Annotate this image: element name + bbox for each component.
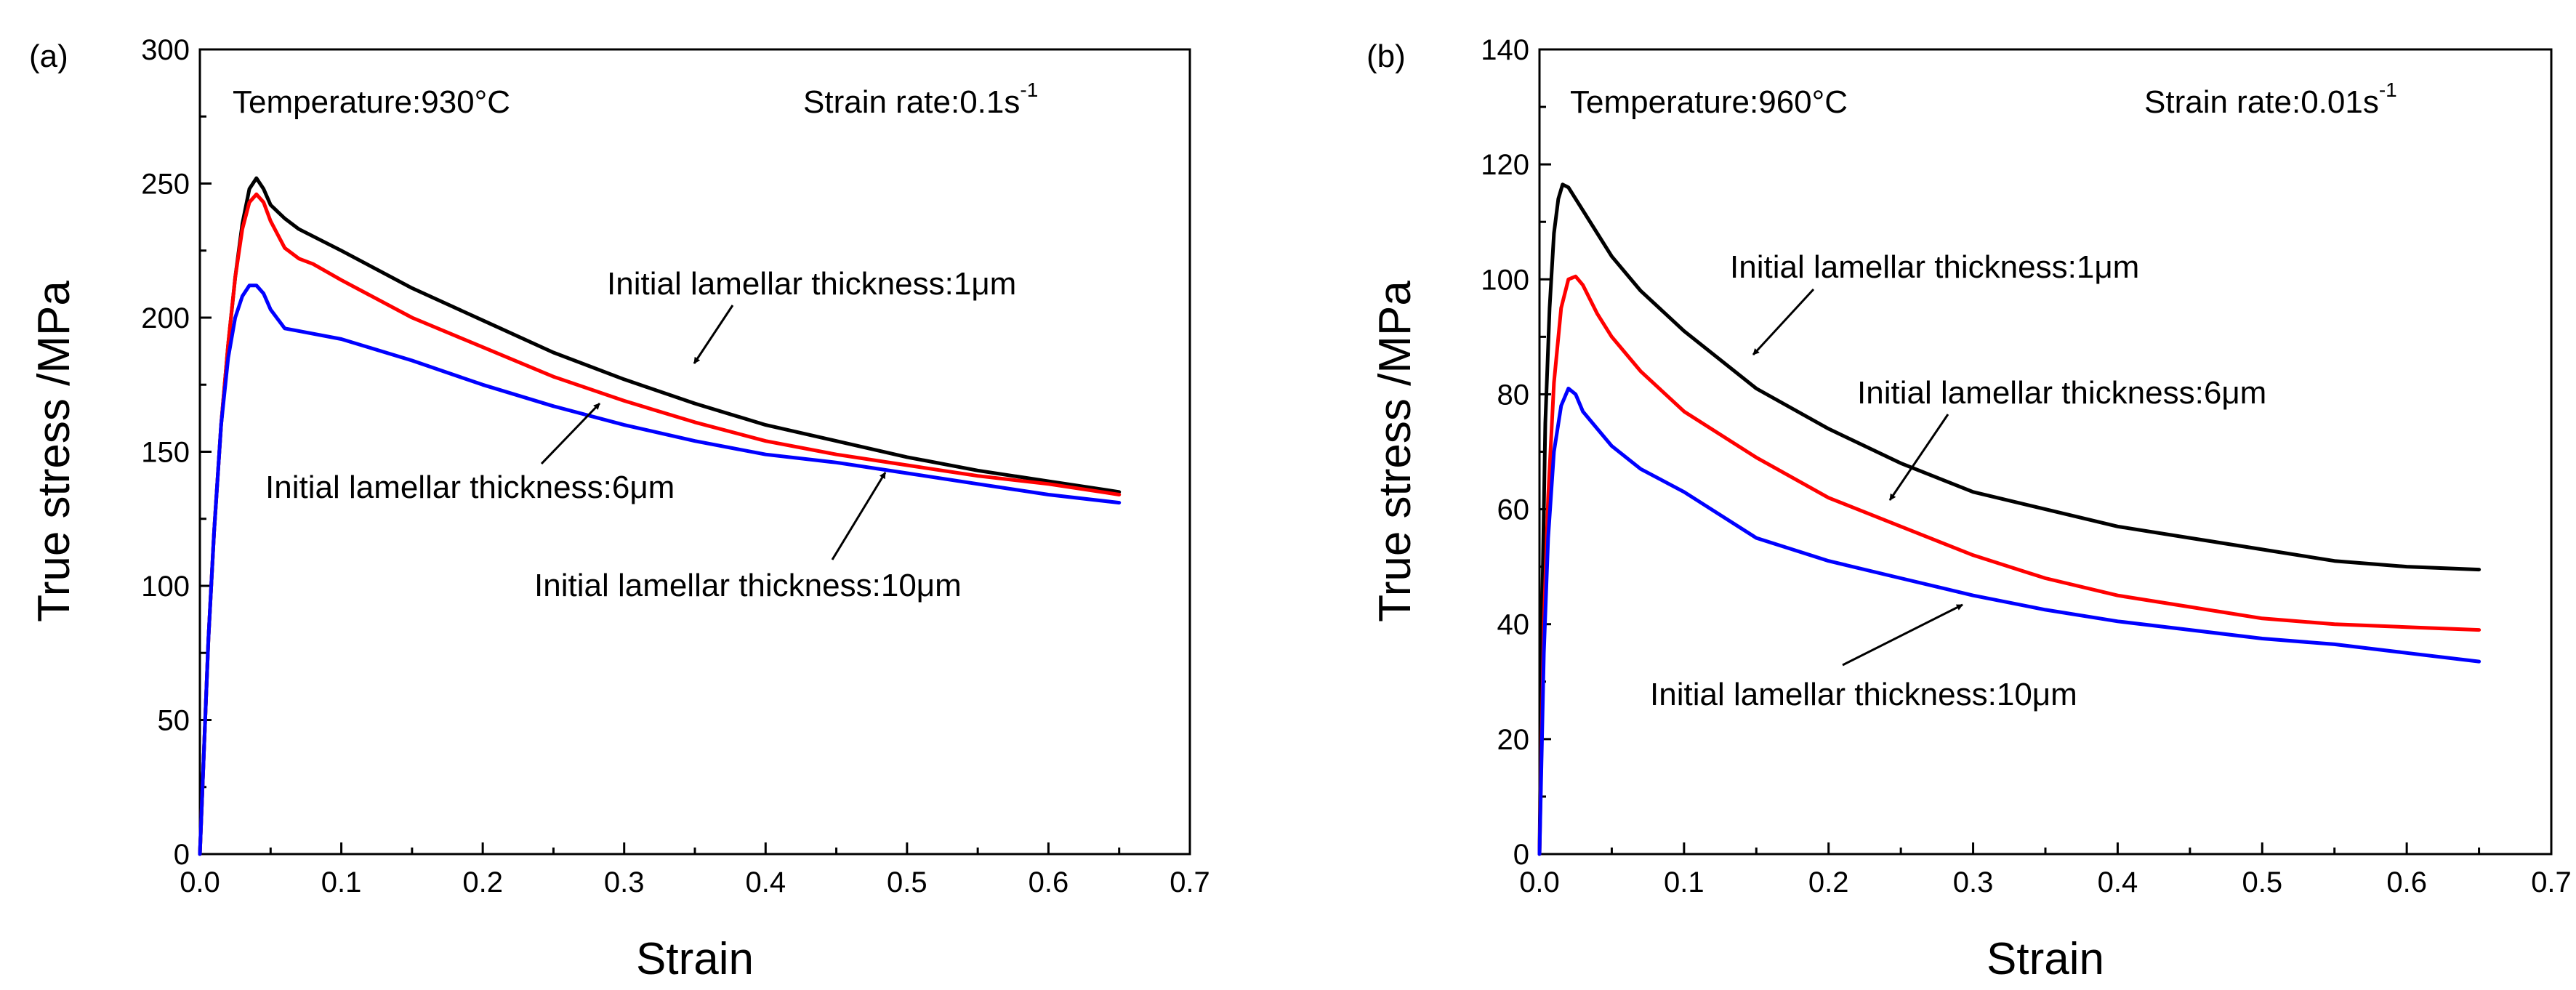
y-tick-label: 100 [141,571,190,603]
annotation-6um-b: Initial lamellar thickness:6μm [1857,375,2266,411]
strain-rate-text-b: Strain rate:0.01s [2144,84,2379,120]
annotation-1um-a: Initial lamellar thickness:1μm [607,266,1016,302]
y-tick-label: 120 [1481,149,1529,181]
temperature-label-b: Temperature:960°C [1570,84,1848,120]
y-tick-label: 20 [1497,724,1530,756]
series-group-b [1537,182,2482,856]
y-tick-label: 80 [1497,379,1530,411]
x-tick-label: 0.3 [1953,866,1994,898]
x-tick-label: 0.6 [2386,866,2427,898]
x-tick-label: 0.1 [321,866,362,898]
y-tick-label: 0 [174,839,190,871]
y-tick-label: 140 [1481,34,1529,66]
temperature-label-a: Temperature:930°C [233,84,510,120]
strain-rate-label-a: Strain rate:0.1s-1 [803,79,1038,120]
x-axis-title-b: Strain [1987,934,2104,984]
panel-label-a: (a) [29,39,68,74]
strain-rate-label-b: Strain rate:0.01s-1 [2144,79,2397,120]
y-tick-label: 200 [141,302,190,334]
x-axis-ticks-b: 0.0 0.1 0.2 0.3 0.4 0.5 0.6 0.7 [1519,842,2572,898]
arrow-10um-a [831,472,887,560]
x-axis-ticks-a: 0.0 0.1 0.2 0.3 0.4 0.5 0.6 0.7 [180,842,1210,898]
x-tick-label: 0.3 [604,866,645,898]
y-tick-label: 60 [1497,494,1530,526]
x-tick-label: 0.4 [745,866,786,898]
strain-rate-exponent-b: -1 [2379,79,2397,101]
y-tick-label: 150 [141,437,190,469]
series-line-3 [1537,387,2482,856]
x-tick-label: 0.7 [2531,866,2572,898]
strain-rate-exponent-a: -1 [1020,79,1038,101]
plot-frame-a [198,48,1191,856]
annotation-10um-a: Initial lamellar thickness:10μm [534,568,962,603]
x-tick-label: 0.5 [887,866,927,898]
plot-frame-b [1538,48,2553,856]
x-axis-title-a: Strain [636,934,754,984]
x-tick-label: 0.1 [1664,866,1704,898]
arrow-6um-b [1888,414,1949,501]
y-tick-label: 50 [158,705,190,737]
panel-label-b: (b) [1367,39,1406,74]
x-tick-label: 0.5 [2242,866,2282,898]
x-tick-label: 0.7 [1170,866,1210,898]
y-tick-label: 300 [141,34,190,66]
y-axis-ticks-b: 0 20 40 60 80 100 120 140 [1481,34,1551,871]
series-group-a [198,176,1122,856]
y-tick-label: 100 [1481,264,1529,296]
series-line-2 [1537,274,2482,856]
y-axis-title-b: True stress /MPa [1370,281,1420,622]
x-tick-label: 0.2 [462,866,503,898]
arrow-1um-b [1752,288,1815,356]
annotation-1um-b: Initial lamellar thickness:1μm [1730,249,2139,285]
annotation-6um-a: Initial lamellar thickness:6μm [265,470,675,505]
arrow-10um-b [1842,603,1963,667]
y-axis-ticks-a: 0 50 100 150 200 250 300 [141,34,212,871]
y-tick-label: 40 [1497,609,1530,641]
arrow-1um-a [693,305,734,364]
x-tick-label: 0.2 [1808,866,1849,898]
chart-a: (a) 0.0 0.1 0.2 0.3 0.4 0.5 0.6 0.7 0 50 100 150 20… [29,34,1210,984]
series-line-3 [198,283,1122,856]
x-tick-label: 0.0 [180,866,220,898]
strain-rate-text-a: Strain rate:0.1s [803,84,1020,120]
y-axis-title-a: True stress /MPa [29,281,79,622]
arrow-6um-a [540,402,601,465]
y-tick-label: 0 [1513,839,1529,871]
x-tick-label: 0.0 [1519,866,1560,898]
series-line-1 [1537,182,2482,856]
annotation-10um-b: Initial lamellar thickness:10μm [1650,677,2077,712]
x-tick-label: 0.4 [2098,866,2138,898]
chart-b: (b) 0.0 0.1 0.2 0.3 0.4 0.5 0.6 0.7 0 20 40 60 80 10… [1367,34,2572,984]
y-tick-label: 250 [141,169,190,201]
x-tick-label: 0.6 [1029,866,1069,898]
